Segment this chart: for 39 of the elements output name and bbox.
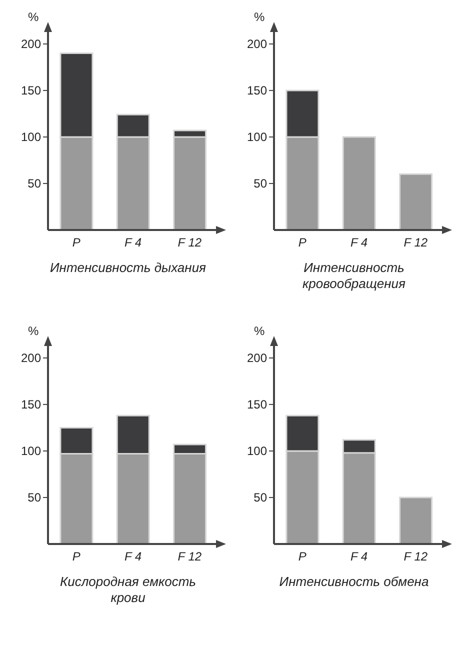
y-tick-label: 200 — [20, 351, 42, 366]
y-axis-title: % — [28, 10, 39, 24]
x-axis-title: Кислородная емкость крови — [58, 574, 198, 606]
y-tick-label: 50 — [254, 490, 268, 505]
y-tick-label: 150 — [20, 84, 42, 98]
x-tick-label: P — [72, 550, 80, 564]
bar — [399, 496, 433, 544]
x-tick-label: F 4 — [124, 550, 142, 564]
x-tick-label: P — [298, 550, 306, 564]
y-tick-label: 50 — [28, 490, 42, 505]
y-tick-label: 100 — [246, 444, 268, 458]
y-tick-label: 200 — [246, 351, 268, 366]
y-tick-label: 200 — [20, 37, 42, 52]
y-axis-title: % — [254, 10, 265, 24]
y-tick-label: 200 — [246, 37, 268, 52]
y-tick-label: 150 — [20, 398, 42, 412]
y-axis-title: % — [28, 324, 39, 338]
y-tick-label: 100 — [246, 130, 268, 144]
y-tick-label: 50 — [254, 176, 268, 191]
x-tick-label: P — [298, 236, 306, 250]
bar — [342, 136, 376, 230]
x-axis-title: Интенсивность дыхания — [48, 260, 207, 276]
y-axis-title: % — [254, 324, 265, 338]
bar — [399, 173, 433, 230]
x-tick-label: P — [72, 236, 80, 250]
x-axis-title: Интенсивность обмена — [278, 574, 430, 590]
y-tick-label: 150 — [246, 398, 268, 412]
x-tick-label: F 4 — [124, 236, 142, 250]
y-tick-label: 100 — [20, 130, 42, 144]
y-tick-label: 100 — [20, 444, 42, 458]
x-tick-label: F 12 — [178, 550, 202, 564]
x-tick-label: F 4 — [350, 236, 368, 250]
y-tick-label: 150 — [246, 84, 268, 98]
x-tick-label: F 12 — [404, 550, 428, 564]
x-tick-label: F 4 — [350, 550, 368, 564]
x-axis-title: Интенсивность кровообращения — [302, 260, 406, 292]
x-tick-label: F 12 — [178, 236, 202, 250]
x-tick-label: F 12 — [404, 236, 428, 250]
y-tick-label: 50 — [28, 176, 42, 191]
